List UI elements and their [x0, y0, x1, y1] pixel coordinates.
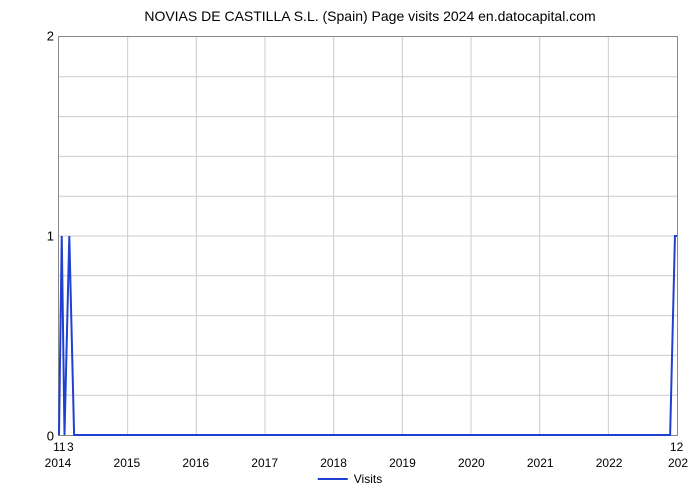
y-tick-label: 1 [40, 229, 54, 244]
chart-title: NOVIAS DE CASTILLA S.L. (Spain) Page vis… [0, 8, 700, 24]
x-tick-label: 2020 [458, 456, 485, 470]
x-tick-label: 2016 [182, 456, 209, 470]
data-point-label: 3 [67, 440, 74, 454]
x-tick-label: 2022 [596, 456, 623, 470]
x-tick-label: 2014 [45, 456, 72, 470]
x-tick-label: 2015 [114, 456, 141, 470]
legend: Visits [318, 472, 382, 486]
y-tick-label: 2 [40, 29, 54, 44]
y-tick-label: 0 [40, 429, 54, 444]
x-tick-label: 2019 [389, 456, 416, 470]
plot-area [58, 36, 678, 436]
data-point-label: 11 [53, 440, 65, 454]
legend-label: Visits [354, 472, 382, 486]
x-tick-label: 2017 [251, 456, 278, 470]
chart-container: NOVIAS DE CASTILLA S.L. (Spain) Page vis… [0, 8, 700, 488]
legend-swatch [318, 478, 348, 480]
x-tick-label: 2018 [320, 456, 347, 470]
x-tick-label: 2021 [527, 456, 554, 470]
chart-line-svg [59, 37, 677, 435]
data-point-label: 12 [670, 440, 683, 454]
x-tick-label: 202 [668, 456, 688, 470]
